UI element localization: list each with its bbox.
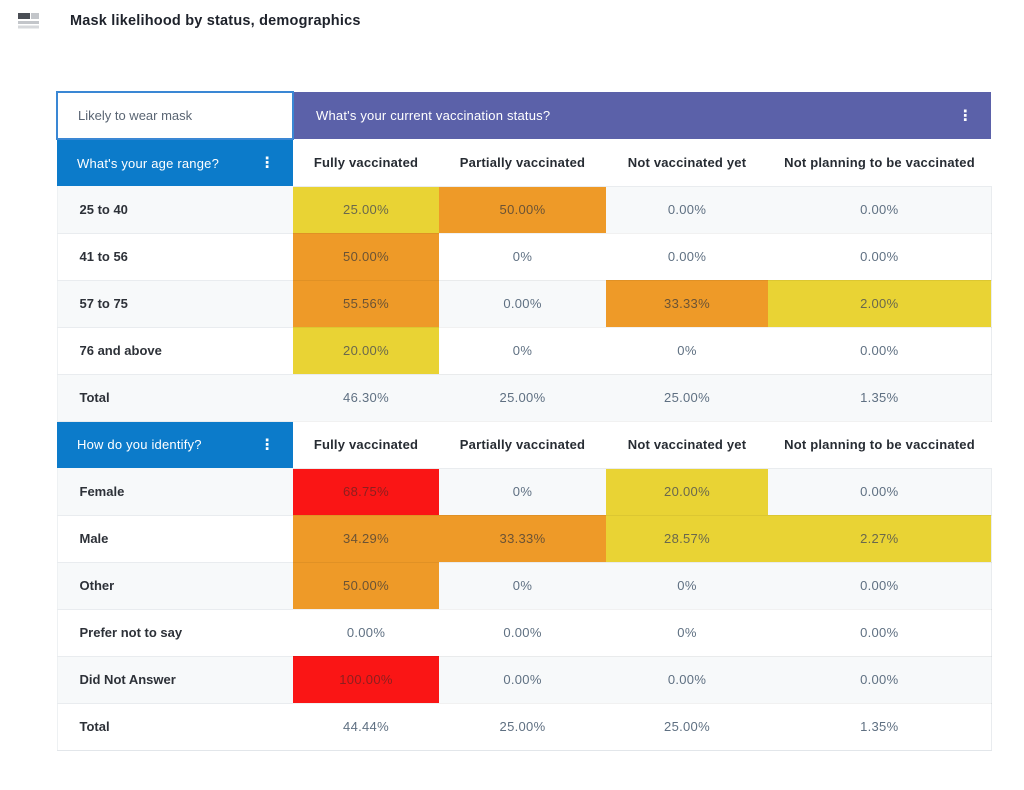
- column-dimension-banner: What's your current vaccination status? …: [293, 92, 992, 139]
- table-cell: 55.56%: [293, 280, 439, 328]
- table-cell: 0%: [439, 562, 606, 610]
- row-label: Prefer not to say: [56, 609, 293, 657]
- table-cell: 44.44%: [293, 703, 439, 751]
- table-cell: 0.00%: [768, 186, 992, 234]
- table-cell: 33.33%: [606, 280, 768, 328]
- table-cell: 0%: [439, 233, 606, 281]
- table-cell: 0%: [439, 468, 606, 516]
- column-header-partially-vaccinated: Partially vaccinated: [439, 421, 606, 469]
- table-cell: 0.00%: [768, 656, 992, 704]
- table-row: 25 to 40 25.00% 50.00% 0.00% 0.00%: [56, 186, 992, 234]
- table-cell: 1.35%: [768, 374, 992, 422]
- table-cell: 0.00%: [293, 609, 439, 657]
- table-cell: 0%: [439, 327, 606, 375]
- table-row: 76 and above 20.00% 0% 0% 0.00%: [56, 327, 992, 375]
- table-cell: 28.57%: [606, 515, 768, 563]
- column-header-not-vaccinated-yet: Not vaccinated yet: [606, 421, 768, 469]
- table-cell: 25.00%: [606, 703, 768, 751]
- row-label: 41 to 56: [56, 233, 293, 281]
- title-bar: Mask likelihood by status, demographics: [18, 12, 361, 29]
- column-header-partially-vaccinated: Partially vaccinated: [439, 139, 606, 187]
- table-row: Female 68.75% 0% 20.00% 0.00%: [56, 468, 992, 516]
- identify-question-kebab-menu-icon[interactable]: ⋮: [259, 436, 275, 454]
- table-cell: 2.00%: [768, 280, 992, 328]
- table-cell: 0.00%: [439, 656, 606, 704]
- page-title: Mask likelihood by status, demographics: [70, 12, 361, 29]
- column-header-not-planning: Not planning to be vaccinated: [768, 421, 992, 469]
- row-label: Female: [56, 468, 293, 516]
- table-cell: 20.00%: [606, 468, 768, 516]
- table-row: Prefer not to say 0.00% 0.00% 0% 0.00%: [56, 609, 992, 657]
- section-question-age: What's your age range? ⋮: [57, 139, 293, 186]
- column-header-not-vaccinated-yet: Not vaccinated yet: [606, 139, 768, 187]
- age-question-kebab-menu-icon[interactable]: ⋮: [259, 154, 275, 172]
- table-cell: 25.00%: [439, 703, 606, 751]
- table-cell: 50.00%: [293, 562, 439, 610]
- table-row: 57 to 75 55.56% 0.00% 33.33% 2.00%: [56, 280, 992, 328]
- row-label: Male: [56, 515, 293, 563]
- table-cell: 0.00%: [768, 562, 992, 610]
- table-cell: 0.00%: [768, 609, 992, 657]
- section-question-identify: How do you identify? ⋮: [57, 421, 293, 468]
- row-label: Other: [56, 562, 293, 610]
- table-cell: 1.35%: [768, 703, 992, 751]
- total-row: Total 44.44% 25.00% 25.00% 1.35%: [56, 703, 992, 751]
- table-cell: 34.29%: [293, 515, 439, 563]
- table-cell: 68.75%: [293, 468, 439, 516]
- table-cell: 0.00%: [606, 186, 768, 234]
- banner-row: Likely to wear mask What's your current …: [56, 91, 992, 140]
- table-cell: 33.33%: [439, 515, 606, 563]
- table-cell: 0.00%: [439, 280, 606, 328]
- table-cell: 0.00%: [606, 656, 768, 704]
- table-cell: 46.30%: [293, 374, 439, 422]
- table-cell: 0.00%: [768, 468, 992, 516]
- table-cell: 20.00%: [293, 327, 439, 375]
- table-cell: 25.00%: [439, 374, 606, 422]
- table-cell: 0.00%: [439, 609, 606, 657]
- table-row: Other 50.00% 0% 0% 0.00%: [56, 562, 992, 610]
- table-chart-icon: [18, 12, 40, 29]
- column-header-fully-vaccinated: Fully vaccinated: [293, 139, 439, 187]
- section-header-row-identify: How do you identify? ⋮ Fully vaccinated …: [57, 421, 992, 469]
- table-cell: 0%: [606, 562, 768, 610]
- table-row: Male 34.29% 33.33% 28.57% 2.27%: [56, 515, 992, 563]
- table-cell: 25.00%: [606, 374, 768, 422]
- row-label: Did Not Answer: [56, 656, 293, 704]
- table-cell: 50.00%: [439, 186, 606, 234]
- section-header-row-age: What's your age range? ⋮ Fully vaccinate…: [57, 139, 992, 187]
- table-row: 41 to 56 50.00% 0% 0.00% 0.00%: [56, 233, 992, 281]
- table-cell: 25.00%: [293, 186, 439, 234]
- row-label: 25 to 40: [56, 186, 293, 234]
- table-cell: 0%: [606, 327, 768, 375]
- table-cell: 100.00%: [293, 656, 439, 704]
- table-cell: 0.00%: [768, 233, 992, 281]
- column-header-fully-vaccinated: Fully vaccinated: [293, 421, 439, 469]
- column-header-not-planning: Not planning to be vaccinated: [768, 139, 992, 187]
- crosstab-table: Likely to wear mask What's your current …: [56, 91, 992, 751]
- table-row: Did Not Answer 100.00% 0.00% 0.00% 0.00%: [56, 656, 992, 704]
- table-cell: 50.00%: [293, 233, 439, 281]
- table-cell: 0.00%: [606, 233, 768, 281]
- table-cell: 0.00%: [768, 327, 992, 375]
- row-label-total: Total: [56, 374, 293, 422]
- row-label-total: Total: [56, 703, 293, 751]
- row-label: 57 to 75: [56, 280, 293, 328]
- table-cell: 2.27%: [768, 515, 992, 563]
- banner-kebab-menu-icon[interactable]: ⋮: [957, 107, 974, 124]
- table-cell: 0%: [606, 609, 768, 657]
- row-label: 76 and above: [56, 327, 293, 375]
- row-dimension-label: Likely to wear mask: [56, 91, 294, 140]
- total-row: Total 46.30% 25.00% 25.00% 1.35%: [56, 374, 992, 422]
